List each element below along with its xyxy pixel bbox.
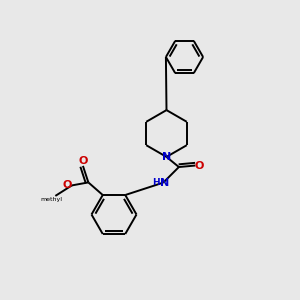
Text: N: N	[162, 152, 171, 162]
Text: O: O	[78, 156, 88, 167]
Text: O: O	[194, 160, 204, 170]
Text: methyl: methyl	[41, 197, 63, 202]
Text: H: H	[152, 178, 160, 187]
Text: O: O	[63, 180, 72, 190]
Text: N: N	[160, 178, 170, 188]
